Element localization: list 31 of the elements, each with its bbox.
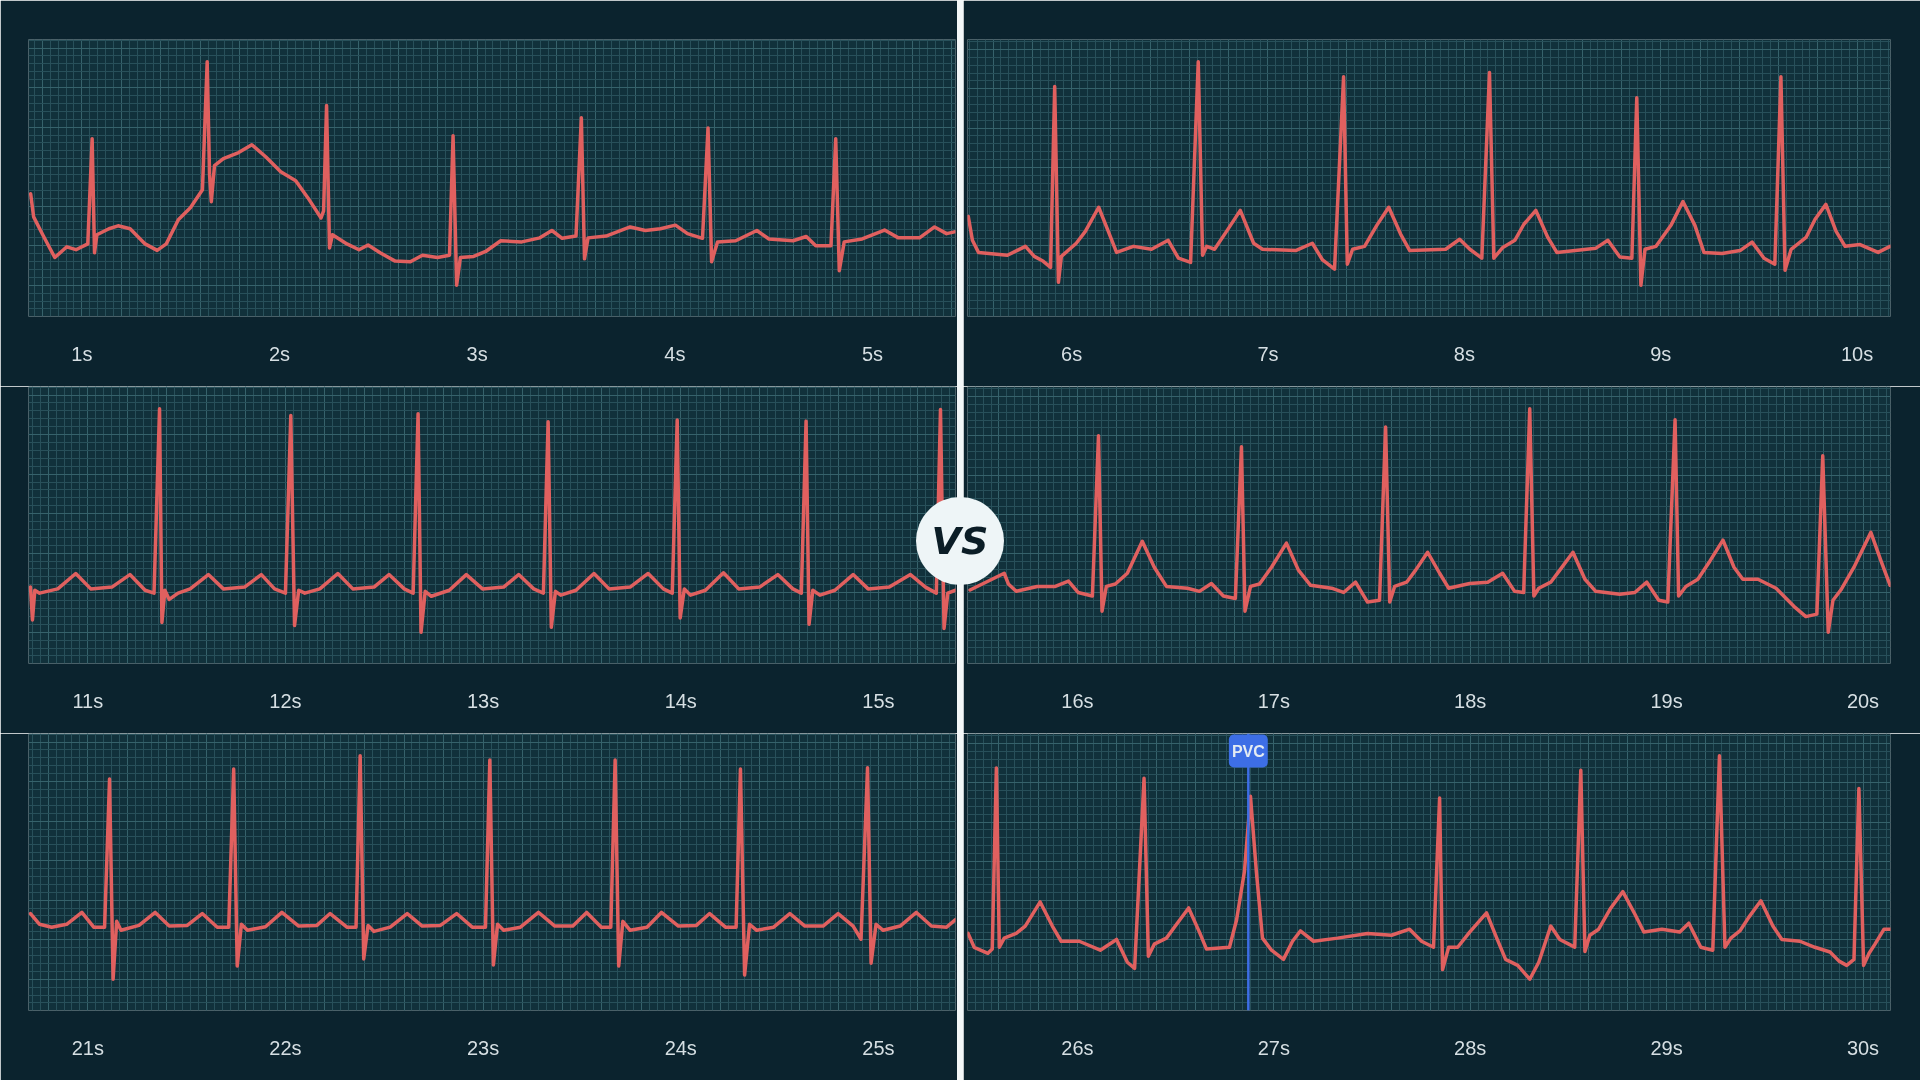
x-tick-label: 8s (1453, 342, 1475, 365)
x-tick-label: 27s (1257, 1036, 1290, 1059)
x-tick-label: 24s (664, 1036, 697, 1059)
x-tick-label: 2s (268, 342, 291, 365)
x-tick-label: 4s (664, 342, 686, 365)
x-tick-label: 25s (862, 1036, 895, 1059)
x-tick-label: 1s (71, 342, 93, 365)
x-tick-label: 26s (1061, 1036, 1094, 1059)
x-tick-label: 22s (269, 1036, 302, 1059)
x-tick-label: 30s (1846, 1036, 1880, 1059)
x-tick-label: 5s (861, 342, 884, 365)
x-tick-label: 9s (1650, 342, 1672, 365)
x-tick-label: 20s (1846, 689, 1880, 712)
x-tick-label: 6s (1061, 342, 1083, 365)
x-tick-label: 16s (1061, 689, 1094, 712)
x-tick-label: 7s (1257, 342, 1279, 365)
x-tick-label: 10s (1840, 342, 1874, 365)
ref-line-label: PVC (1231, 742, 1266, 760)
x-tick-label: 3s (466, 342, 488, 365)
x-tick-label: 17s (1257, 689, 1290, 712)
x-tick-label: 18s (1454, 689, 1487, 712)
x-tick-label: 21s (71, 1036, 104, 1059)
x-tick-label: 11s (72, 689, 104, 712)
x-tick-label: 12s (269, 689, 302, 712)
x-tick-label: 13s (466, 689, 500, 712)
x-tick-label: 15s (862, 689, 895, 712)
x-tick-label: 28s (1454, 1036, 1487, 1059)
x-tick-label: 23s (466, 1036, 500, 1059)
x-tick-label: 29s (1650, 1036, 1683, 1059)
x-tick-label: 19s (1650, 689, 1683, 712)
x-tick-label: 14s (664, 689, 697, 712)
